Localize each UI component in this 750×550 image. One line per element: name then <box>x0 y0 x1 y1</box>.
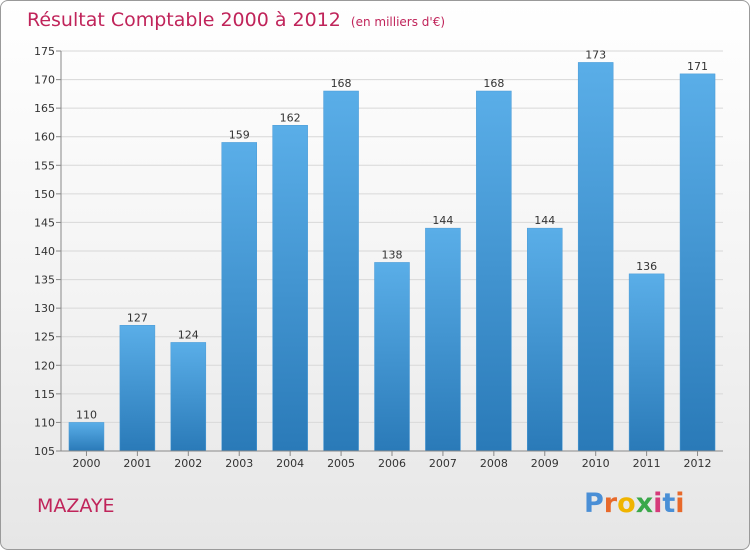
x-tick-label: 2000 <box>72 457 100 470</box>
chart-title: Résultat Comptable 2000 à 2012 (en millie… <box>27 9 445 31</box>
bar <box>272 125 308 452</box>
bar-value-label: 173 <box>585 48 606 61</box>
bar <box>170 342 207 452</box>
bar <box>323 90 359 452</box>
proxiti-logo: Proxiti <box>584 488 685 519</box>
bar-value-label: 171 <box>687 60 708 73</box>
y-tick-label: 155 <box>34 159 55 172</box>
y-tick-label: 135 <box>34 274 55 287</box>
bar <box>425 227 461 452</box>
labels: 105 110 115 120 125 130 135 140 145 150 155 160 165 1… <box>34 45 712 470</box>
y-tick-label: 165 <box>34 102 55 115</box>
logo-letter: r <box>603 488 618 519</box>
commune-name: MAZAYE <box>37 495 115 517</box>
bar-value-label: 124 <box>178 328 199 341</box>
x-tick-label: 2001 <box>123 457 151 470</box>
bar <box>577 62 614 452</box>
bar-value-label: 110 <box>76 408 97 421</box>
x-tick-label: 2005 <box>327 457 355 470</box>
x-tick-label: 2006 <box>378 457 406 470</box>
bar <box>119 325 156 452</box>
bar-value-label: 138 <box>382 248 403 261</box>
axes <box>56 50 723 456</box>
bar-value-label: 159 <box>229 128 250 141</box>
y-tick-label: 170 <box>34 74 55 87</box>
y-tick-label: 160 <box>34 131 55 144</box>
x-tick-label: 2012 <box>684 457 712 470</box>
logo-letter: o <box>617 488 636 519</box>
y-tick-label: 105 <box>34 445 55 458</box>
y-tick-label: 125 <box>34 331 55 344</box>
bar-value-label: 168 <box>483 77 504 90</box>
bar <box>476 90 512 452</box>
bar <box>221 142 257 452</box>
y-tick-label: 150 <box>34 188 55 201</box>
x-tick-label: 2010 <box>582 457 610 470</box>
bar-value-label: 162 <box>280 111 301 124</box>
y-tick-label: 140 <box>34 245 55 258</box>
bar-value-label: 144 <box>534 214 555 227</box>
bar <box>374 262 410 452</box>
logo-letter: t <box>662 488 676 519</box>
y-tick-label: 130 <box>34 302 55 315</box>
y-tick-label: 175 <box>34 45 55 58</box>
y-tick-label: 110 <box>34 416 55 429</box>
y-tick-label: 115 <box>34 388 55 401</box>
x-tick-label: 2008 <box>480 457 508 470</box>
logo-letter: i <box>653 488 663 519</box>
bar <box>68 422 105 452</box>
x-tick-label: 2011 <box>633 457 661 470</box>
y-tick-label: 145 <box>34 216 55 229</box>
bar-value-label: 144 <box>432 214 453 227</box>
bar-value-label: 127 <box>127 311 148 324</box>
bar <box>679 73 716 452</box>
x-tick-label: 2009 <box>531 457 559 470</box>
bar <box>527 227 563 452</box>
x-tick-label: 2002 <box>174 457 202 470</box>
bar-value-label: 168 <box>331 77 352 90</box>
bars <box>68 62 716 452</box>
logo-letter: i <box>675 488 685 519</box>
bar-value-label: 136 <box>636 260 657 273</box>
logo-letter: P <box>584 488 604 519</box>
x-tick-label: 2003 <box>225 457 253 470</box>
x-tick-label: 2007 <box>429 457 457 470</box>
x-tick-label: 2004 <box>276 457 304 470</box>
bar <box>628 273 665 452</box>
chart-subtitle: (en milliers d'€) <box>350 15 446 29</box>
y-tick-label: 120 <box>34 359 55 372</box>
chart-title-text: Résultat Comptable 2000 à 2012 <box>27 9 341 31</box>
logo-letter: x <box>635 488 654 519</box>
